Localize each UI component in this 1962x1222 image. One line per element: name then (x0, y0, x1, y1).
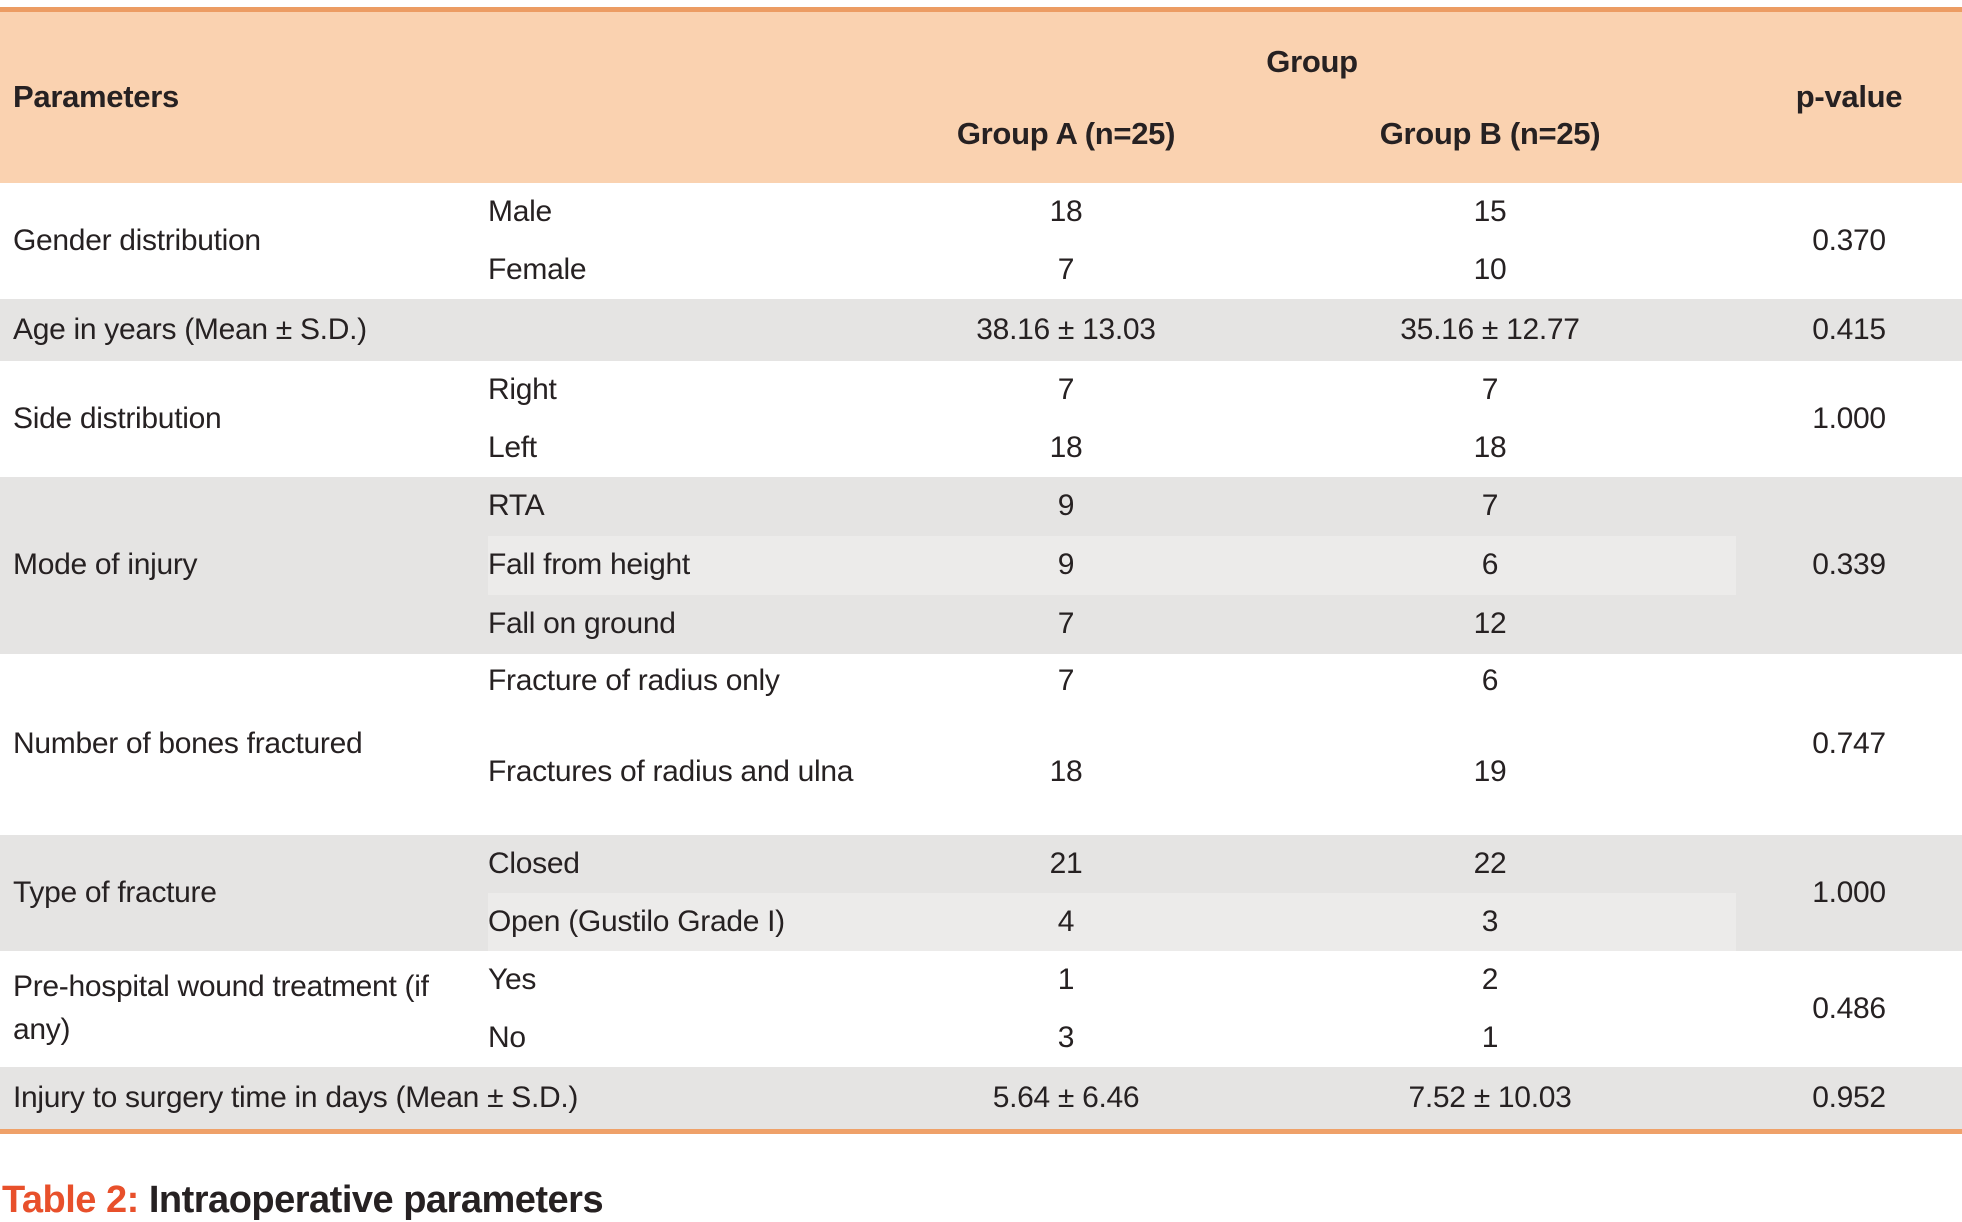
param-label: Gender distribution (13, 223, 261, 257)
header-parameters: Parameters (0, 12, 888, 183)
table-row: Fractures of radius and ulna 18 19 (0, 709, 1962, 835)
group-b-value: 6 (1481, 664, 1499, 698)
group-a-value: 7 (1057, 372, 1075, 406)
group-a-value: 18 (1049, 754, 1083, 788)
table-row: Age in years (Mean ± S.D.) 38.16 ± 13.03… (0, 299, 1962, 361)
table-row: Fall from height 9 6 (0, 536, 1962, 595)
group-b-value: 22 (1244, 835, 1736, 893)
group-a-value: 38.16 ± 13.03 (888, 299, 1244, 361)
group-b-value: 15 (1473, 194, 1507, 228)
group-b-value: 35.16 ± 12.77 (1244, 299, 1736, 361)
group-a-value: 7 (1057, 664, 1075, 698)
group-b-value: 2 (1481, 962, 1499, 996)
sub-param: Left (488, 430, 537, 464)
table-row: Pre-hospital wound treatment (if any) Ye… (0, 951, 1962, 1046)
table-row: Gender distribution Male 18 15 0.370 (0, 183, 1962, 257)
parameters-table: Parameters Group p-value Group A (n=25) … (0, 12, 1962, 1129)
p-value: 0.747 (1812, 727, 1886, 761)
table-header: Parameters Group p-value Group A (n=25) … (0, 12, 1962, 183)
table-row: Type of fracture Closed 21 22 1.000 (0, 835, 1962, 951)
param-label: Mode of injury (0, 477, 488, 654)
header-group-b: Group B (n=25) (1244, 86, 1736, 183)
table-row: Fall on ground 7 12 (0, 595, 1962, 654)
table-row: Female 7 10 (0, 241, 1962, 299)
group-b-value: 6 (1244, 536, 1736, 595)
group-b-value: 7 (1244, 477, 1736, 536)
group-a-value: 9 (888, 477, 1244, 536)
group-b-value: 18 (1473, 430, 1507, 464)
table-row: Mode of injury RTA 9 7 0.339 (0, 477, 1962, 654)
group-a-value: 5.64 ± 6.46 (888, 1067, 1244, 1129)
sub-param: Open (Gustilo Grade I) (488, 893, 888, 951)
table-row: Side distribution Right 7 7 1.000 (0, 361, 1962, 435)
param-label: Number of bones fractured (13, 727, 363, 761)
p-value: 0.370 (1812, 223, 1886, 257)
parameters-table-figure: Parameters Group p-value Group A (n=25) … (0, 7, 1962, 1134)
group-a-value: 7 (1057, 252, 1075, 286)
group-a-value: 9 (888, 536, 1244, 595)
p-value: 1.000 (1736, 835, 1962, 951)
table-row: No 3 1 (0, 1009, 1962, 1067)
param-label: Side distribution (13, 401, 222, 435)
p-value: 0.415 (1736, 299, 1962, 361)
table-row: Open (Gustilo Grade I) 4 3 (0, 893, 1962, 951)
group-a-value: 18 (1049, 194, 1083, 228)
sub-param: Male (488, 194, 552, 228)
sub-param: Right (488, 372, 557, 406)
group-b-value: 7 (1481, 372, 1499, 406)
sub-param: Yes (488, 962, 537, 996)
table-row: Number of bones fractured Fracture of ra… (0, 654, 1962, 760)
group-b-value: 12 (1244, 595, 1736, 654)
header-group-span: Group (888, 12, 1736, 86)
sub-param: Fall from height (488, 536, 888, 595)
p-value: 1.000 (1812, 401, 1886, 435)
table-row: Injury to surgery time in days (Mean ± S… (0, 1067, 1962, 1129)
group-b-value: 19 (1473, 754, 1507, 788)
group-a-value: 4 (888, 893, 1244, 951)
sub-param: Female (488, 252, 587, 286)
group-a-value: 3 (1057, 1020, 1075, 1054)
group-b-value: 1 (1481, 1020, 1499, 1054)
table-caption-title: Intraoperative parameters (148, 1179, 604, 1221)
sub-param: Fracture of radius only (488, 664, 780, 698)
sub-param: Fractures of radius and ulna (488, 754, 854, 788)
p-value: 0.486 (1812, 991, 1886, 1025)
param-label: Pre-hospital wound treatment (if any) (13, 970, 429, 1046)
sub-param: RTA (488, 477, 888, 536)
group-b-value: 7.52 ± 10.03 (1244, 1067, 1736, 1129)
p-value: 0.952 (1736, 1067, 1962, 1129)
group-b-value: 10 (1473, 252, 1507, 286)
sub-param: No (488, 1020, 526, 1054)
sub-param: Fall on ground (488, 595, 888, 654)
table-row: Left 18 18 (0, 419, 1962, 477)
table-caption-number: Table 2: (2, 1179, 139, 1221)
group-a-value: 18 (1049, 430, 1083, 464)
group-b-value: 3 (1244, 893, 1736, 951)
p-value: 0.339 (1736, 477, 1962, 654)
group-a-value: 1 (1057, 962, 1075, 996)
param-label: Age in years (Mean ± S.D.) (0, 299, 888, 361)
group-a-value: 7 (888, 595, 1244, 654)
sub-param: Closed (488, 835, 888, 893)
header-p-value: p-value (1736, 12, 1962, 183)
header-group-a: Group A (n=25) (888, 86, 1244, 183)
param-label: Injury to surgery time in days (Mean ± S… (0, 1067, 888, 1129)
group-a-value: 21 (888, 835, 1244, 893)
param-label: Type of fracture (0, 835, 488, 951)
table-caption: Table 2: Intraoperative parameters (2, 1179, 1962, 1222)
